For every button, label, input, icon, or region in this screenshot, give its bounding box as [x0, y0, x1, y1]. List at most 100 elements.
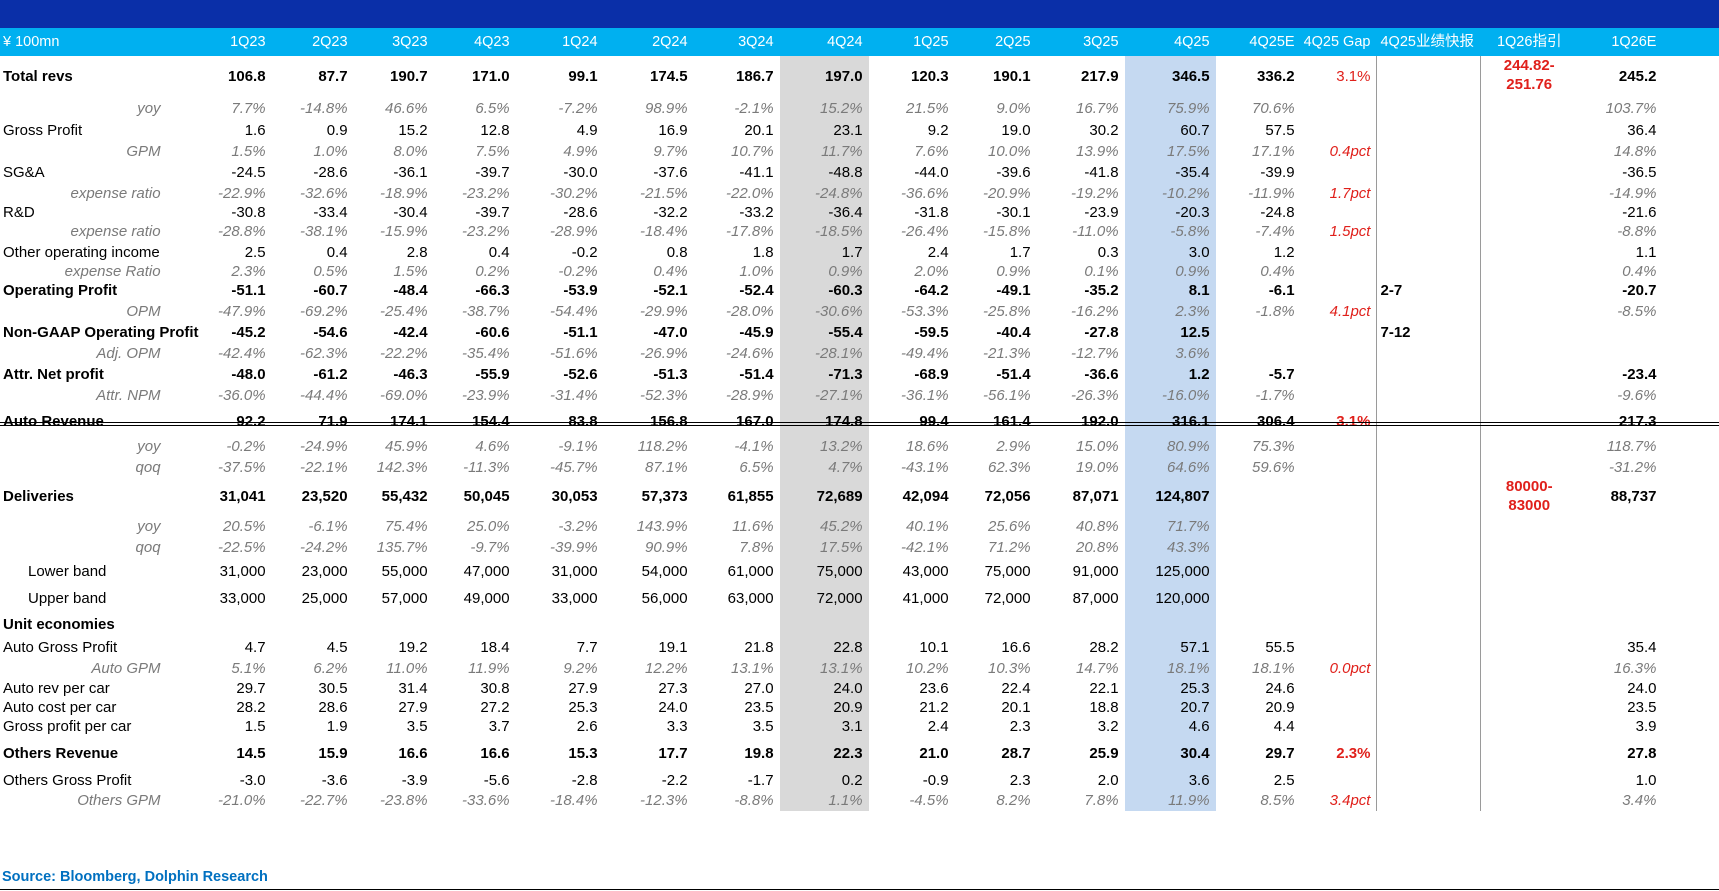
table-cell: 9.7%	[653, 143, 688, 160]
table-cell: 25.6%	[988, 517, 1031, 535]
table-cell: 0.9%	[996, 263, 1031, 280]
table-cell: 1.7	[779, 242, 869, 263]
table-row: Upper band 33,000 25,000 57,000 49,000 33,000…	[0, 584, 1662, 612]
table-cell: -33.2	[739, 204, 774, 221]
table-cell: 167.0	[736, 412, 774, 430]
column-header: 2Q25	[995, 33, 1031, 50]
table-cell: -30.0	[563, 164, 598, 181]
table-cell: -12.3%	[640, 791, 688, 809]
table-cell: -15.9%	[380, 223, 428, 240]
table-cell: 23,000	[301, 562, 348, 580]
table-cell: 217.9	[1081, 67, 1119, 85]
table-cell: 87,071	[1072, 488, 1119, 506]
table-cell: -17.8%	[726, 223, 774, 240]
table-row: Unit economies	[0, 611, 1662, 637]
table-cell: -3.2%	[558, 517, 598, 535]
table-cell: 3.1	[779, 716, 869, 736]
table-cell	[1301, 585, 1377, 612]
table-cell: 12.8	[480, 122, 510, 139]
table-cell: -21.0%	[218, 791, 266, 809]
table-cell	[869, 612, 955, 637]
table-cell: 98.9%	[645, 99, 688, 117]
column-header: 1Q26E	[1611, 33, 1657, 50]
row-label: Non-GAAP Operating Profit	[3, 324, 199, 341]
table-cell: 71.2%	[988, 538, 1031, 556]
table-cell: -36.5	[1622, 164, 1657, 181]
table-cell: -42.4	[393, 324, 428, 341]
table-cell	[1216, 322, 1301, 343]
table-cell: -0.2	[571, 244, 598, 261]
table-cell: 3.5	[406, 717, 428, 735]
table-cell	[1376, 657, 1481, 679]
column-header: 2Q23	[312, 33, 348, 50]
table-cell: -39.7	[475, 164, 510, 181]
table-cell: 1.5	[244, 717, 266, 735]
table-cell: 33,000	[551, 589, 598, 607]
table-cell: 12.5	[1124, 322, 1216, 343]
table-cell: 143.9%	[636, 517, 688, 535]
table-cell	[1301, 679, 1377, 698]
table-cell: 18.4	[480, 638, 510, 656]
table-cell: 24.0	[1627, 679, 1657, 697]
table-cell: 25.9	[1089, 744, 1119, 762]
table-cell	[1376, 56, 1481, 96]
table-cell: -22.7%	[300, 791, 348, 809]
table-cell	[1580, 343, 1662, 364]
table-cell: -36.4	[779, 204, 869, 221]
table-cell: 103.7%	[1605, 99, 1657, 117]
table-cell: 197.0	[779, 56, 869, 96]
table-cell: 118.7%	[1606, 438, 1657, 455]
table-cell	[1480, 364, 1580, 385]
table-cell: 45.9%	[385, 438, 428, 455]
table-cell: 27.8	[1627, 744, 1657, 762]
table-cell: 29.7	[1265, 744, 1295, 762]
table-cell	[1216, 537, 1301, 558]
table-cell	[694, 612, 780, 637]
table-cell	[1301, 637, 1377, 658]
table-cell: -28.8%	[218, 223, 266, 240]
table-row: Attr. NPM -36.0% -44.4% -69.0% -23.9% -31.4% -…	[0, 385, 1662, 406]
table-cell	[1216, 612, 1301, 637]
table-cell: 27.0	[744, 679, 774, 697]
table-cell: -41.8	[1084, 164, 1119, 181]
column-header: 4Q25业绩快报	[1376, 28, 1481, 56]
table-cell: 4.6%	[475, 438, 510, 455]
table-cell: -42.4%	[218, 345, 266, 362]
table-cell: -47.9%	[218, 303, 266, 320]
table-row: Total revs 106.8 87.7 190.7 171.0 99.1 174.5 18…	[0, 56, 1662, 96]
source-note: Source: Bloomberg, Dolphin Research	[2, 869, 268, 885]
table-cell: 17.7	[658, 744, 688, 762]
table-cell: 30.5	[318, 679, 348, 697]
table-cell	[1480, 343, 1580, 364]
table-cell: 22.8	[779, 636, 869, 658]
table-cell: -52.4	[739, 282, 774, 299]
table-cell	[1480, 120, 1580, 141]
table-cell: 21.8	[744, 638, 774, 656]
separator-line	[0, 425, 1719, 426]
table-cell: 2.3	[1009, 771, 1031, 789]
table-cell: 10.1	[919, 638, 949, 656]
table-cell: -4.5%	[909, 791, 949, 809]
table-cell: 6.5%	[739, 459, 774, 476]
table-cell: -64.2	[914, 282, 949, 299]
table-row: Auto Revenue 92.2 71.9 174.1 154.4 83.8 156.8 1…	[0, 406, 1662, 436]
table-cell: 0.4pct	[1329, 143, 1371, 160]
top-banner	[0, 0, 1719, 28]
table-cell: 19.0%	[1076, 459, 1119, 476]
table-cell: 43.3%	[1124, 536, 1216, 558]
table-cell	[1480, 698, 1580, 717]
table-cell: 13.2%	[779, 436, 869, 457]
table-cell: 6.5%	[475, 99, 510, 117]
table-cell	[1580, 516, 1662, 537]
row-label: Lower band	[28, 562, 107, 580]
table-cell: -24.8	[1260, 204, 1295, 221]
table-cell: -36.6	[1084, 366, 1119, 383]
table-cell: 0.4%	[1260, 263, 1295, 280]
table-cell	[434, 612, 516, 637]
table-cell: -1.7	[747, 771, 774, 789]
table-cell	[1376, 301, 1481, 322]
table-cell: 1.0%	[313, 143, 348, 160]
table-row: Attr. Net profit -48.0 -61.2 -46.3 -55.9 -52.…	[0, 364, 1662, 385]
table-cell: 14.7%	[1076, 659, 1119, 677]
financial-table: ¥ 100mn 1Q23 2Q23 3Q23 4Q23 1Q24 2Q24 3Q24 4Q24 1…	[0, 28, 1662, 811]
